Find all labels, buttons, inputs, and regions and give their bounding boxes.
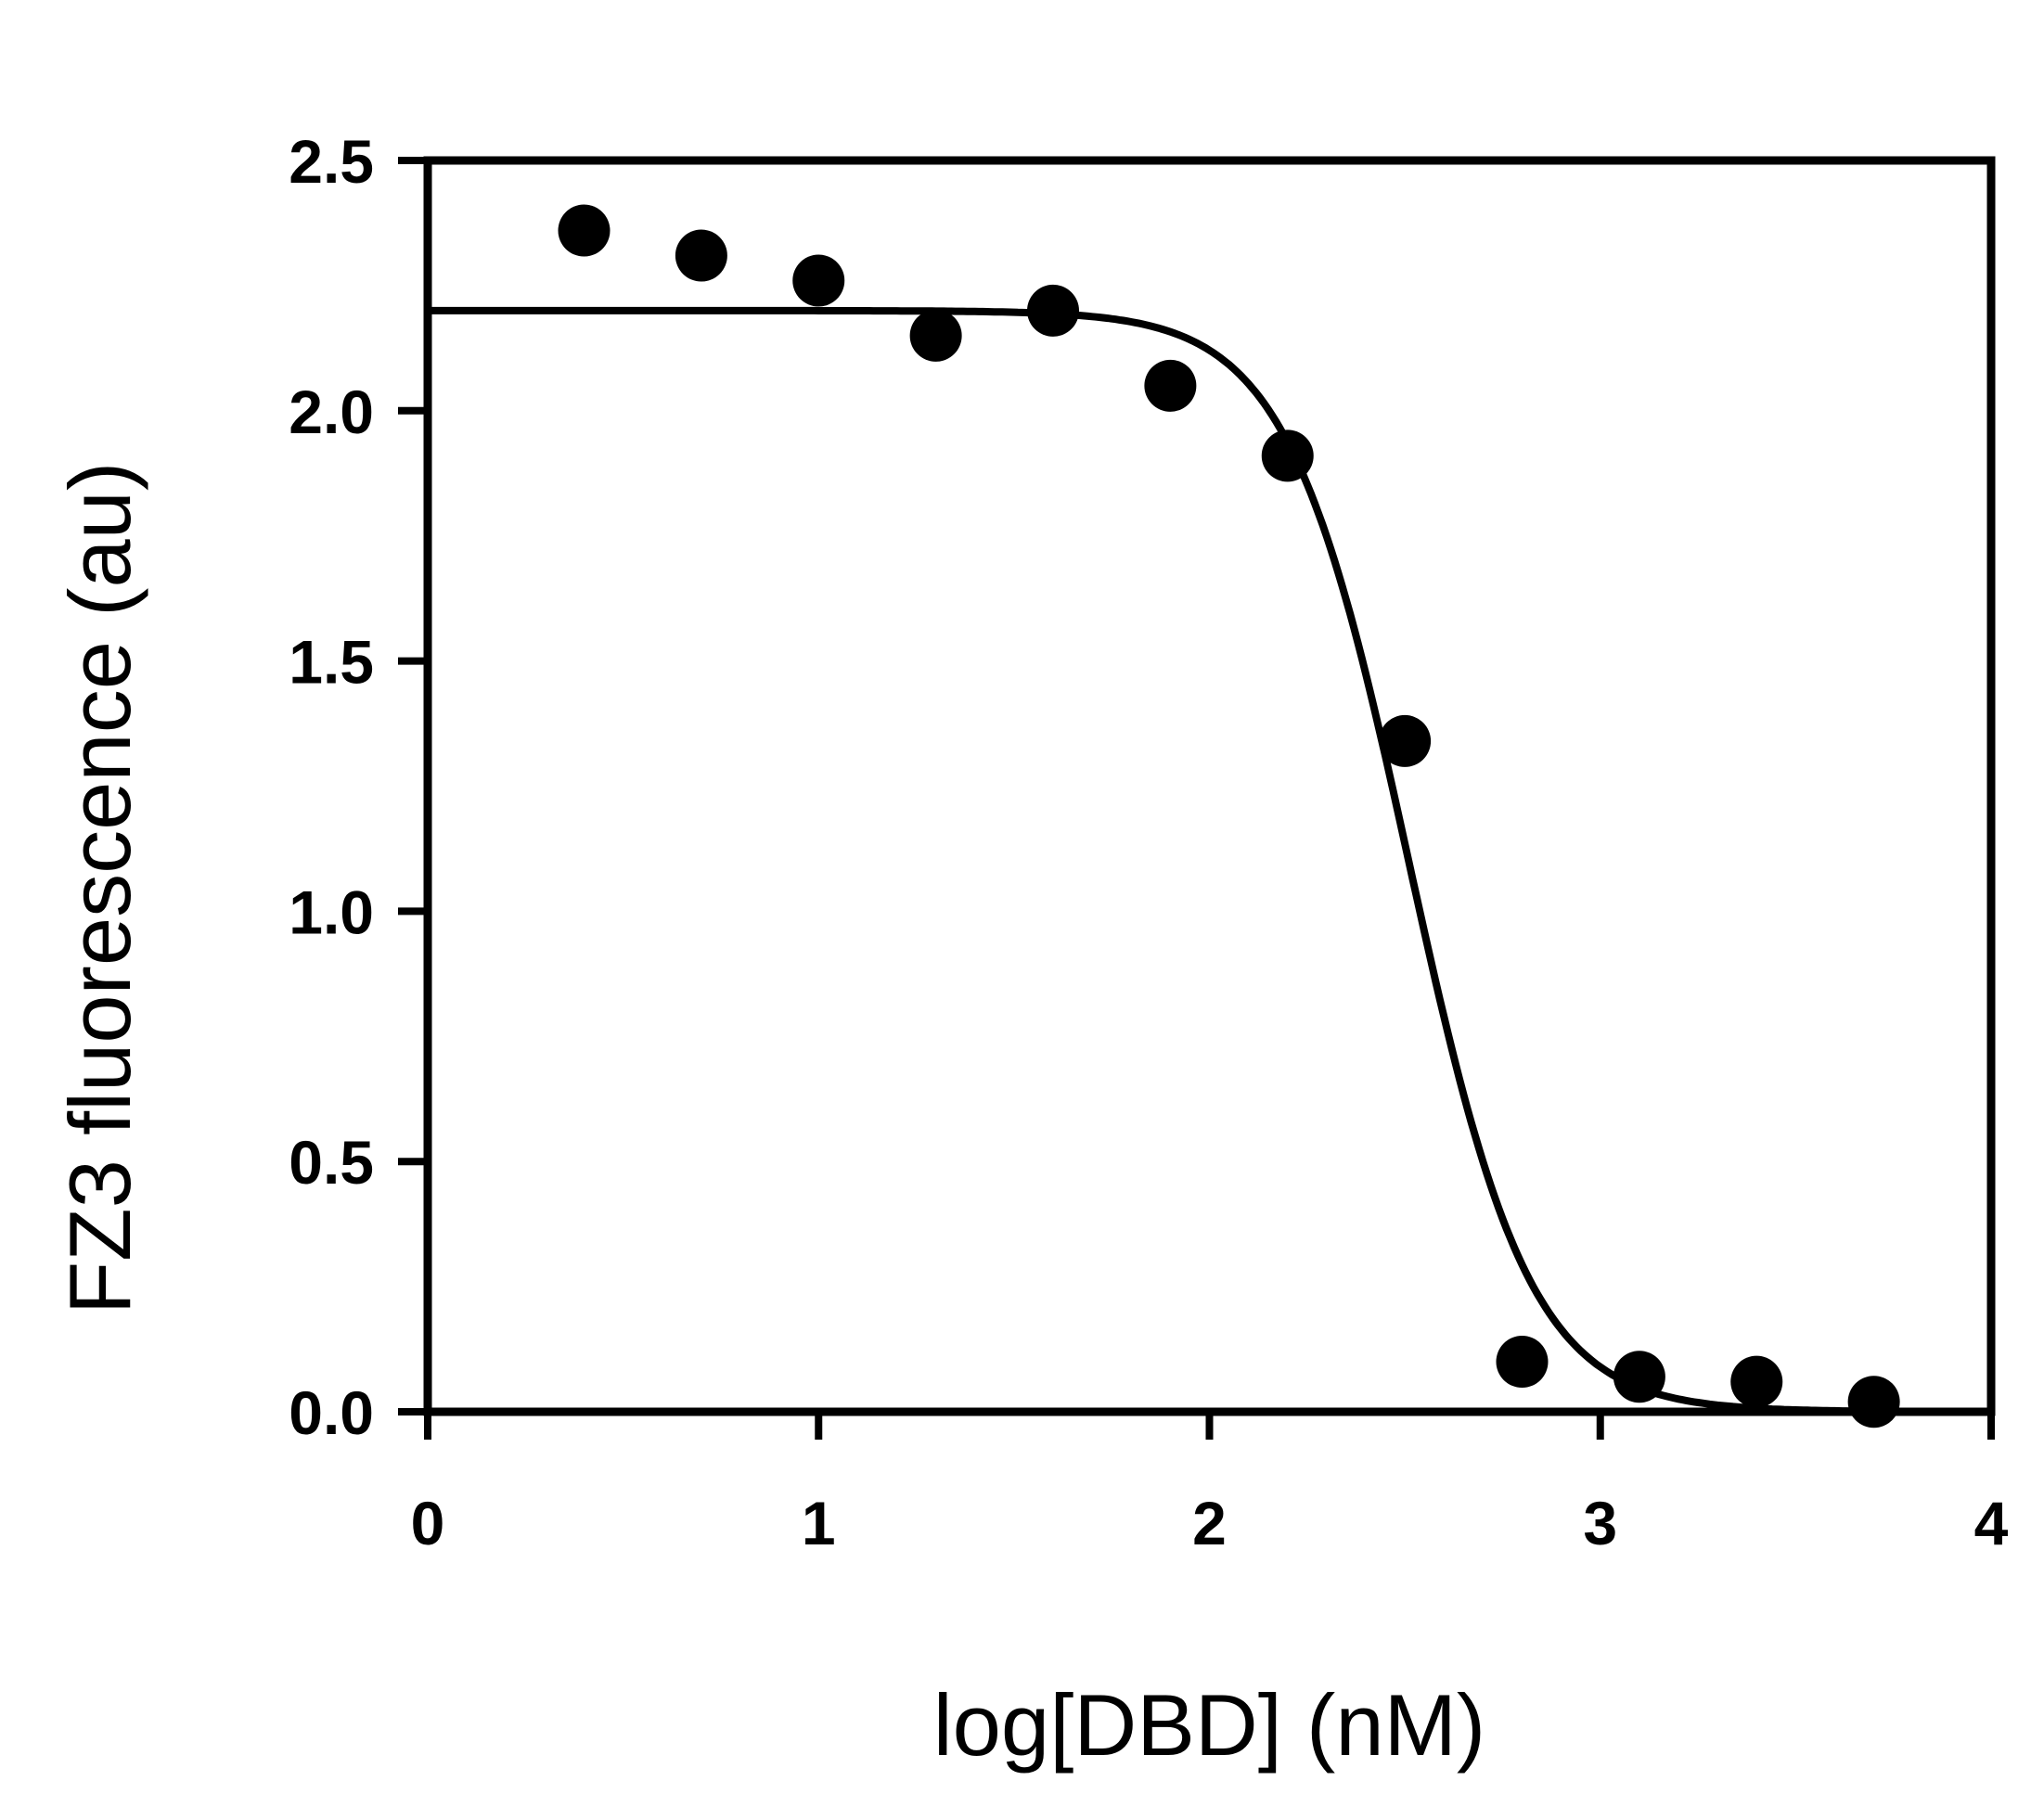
data-point: [558, 204, 611, 257]
y-tick-label: 0.5: [289, 1128, 374, 1197]
x-tick-label: 2: [1192, 1489, 1227, 1557]
x-tick-label: 0: [411, 1489, 445, 1557]
fit-curve-layer: [428, 306, 1991, 1415]
data-point: [1847, 1376, 1900, 1428]
x-tick-label: 4: [1974, 1489, 2009, 1557]
x-axis-ticks: 0 1 2 3 4: [411, 1412, 2009, 1557]
x-tick-label: 1: [802, 1489, 836, 1557]
y-tick-label: 1.5: [289, 628, 374, 697]
data-point: [1027, 284, 1079, 337]
y-axis-ticks: 0.0 0.5 1.0 1.5 2.0 2.5: [289, 127, 428, 1447]
data-point: [909, 309, 962, 362]
fit-curve-line: [428, 306, 1991, 1415]
data-point: [675, 229, 727, 282]
y-axis-title: FZ3 fluorescence (au): [51, 462, 148, 1314]
y-tick-label: 2.5: [289, 127, 374, 196]
data-point: [1730, 1355, 1783, 1408]
y-tick-label: 2.0: [289, 378, 374, 446]
data-points: [558, 204, 1900, 1428]
y-tick-label: 0.0: [289, 1378, 374, 1447]
data-point: [1379, 714, 1432, 767]
data-point: [1613, 1351, 1665, 1403]
data-point: [1496, 1336, 1549, 1389]
x-tick-label: 3: [1583, 1489, 1617, 1557]
data-point: [1144, 359, 1197, 412]
x-axis-title: log[DBD] (nM): [933, 1676, 1485, 1774]
data-point: [1261, 429, 1314, 482]
data-point: [792, 254, 845, 307]
y-tick-label: 1.0: [289, 877, 374, 946]
